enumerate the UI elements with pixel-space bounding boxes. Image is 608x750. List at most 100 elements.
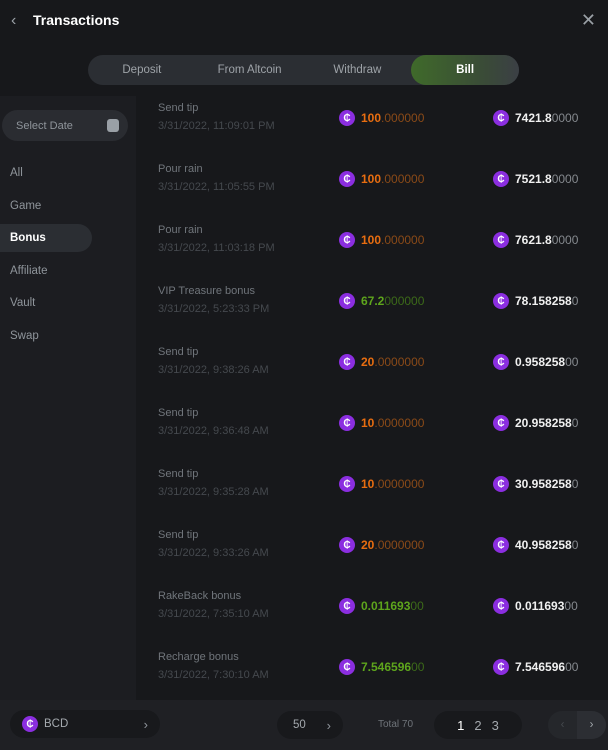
transaction-date: 3/31/2022, 7:30:10 AM <box>158 669 269 681</box>
transaction-balance: ₵ 20.958258 0 <box>493 415 578 431</box>
tab-bar: Deposit From Altcoin Withdraw Bill <box>88 55 519 85</box>
amount-main: 7.546596 <box>361 660 412 674</box>
select-date-input[interactable]: Select Date <box>2 110 128 141</box>
calendar-icon <box>107 119 119 132</box>
transaction-date: 3/31/2022, 11:03:18 PM <box>158 242 275 254</box>
sidebar-item-vault[interactable]: Vault <box>10 297 36 309</box>
bcd-coin-icon: ₵ <box>22 716 38 732</box>
transaction-title: Pour rain <box>158 224 203 236</box>
bcd-coin-icon: ₵ <box>493 171 509 187</box>
transaction-balance: ₵ 40.958258 0 <box>493 537 578 553</box>
amount-tail: .000000 <box>381 233 425 247</box>
next-page-button[interactable]: › <box>577 711 606 739</box>
balance-tail: 00 <box>565 660 579 674</box>
amount-main: 100 <box>361 111 382 125</box>
transaction-amount: ₵ 100.000000 <box>339 110 424 126</box>
bcd-coin-icon: ₵ <box>339 659 355 675</box>
transaction-row: Send tip 3/31/2022, 9:35:28 AM ₵ 10.00000… <box>136 462 608 523</box>
transaction-date: 3/31/2022, 7:35:10 AM <box>158 608 269 620</box>
balance-tail: 0000 <box>551 172 579 186</box>
transaction-title: Send tip <box>158 407 199 419</box>
balance-main: 0.958258 <box>515 355 566 369</box>
transaction-amount: ₵ 100.000000 <box>339 171 424 187</box>
amount-tail: .0000000 <box>374 477 425 491</box>
balance-main: 20.958258 <box>515 416 572 430</box>
sidebar-item-all[interactable]: All <box>10 167 23 179</box>
close-icon[interactable]: ✕ <box>580 10 596 30</box>
amount-tail: .0000000 <box>374 538 425 552</box>
tab-deposit[interactable]: Deposit <box>122 64 162 76</box>
bcd-coin-icon: ₵ <box>493 293 509 309</box>
page-nav: ‹ › <box>548 711 606 739</box>
sidebar-item-affiliate[interactable]: Affiliate <box>10 264 48 277</box>
bcd-coin-icon: ₵ <box>493 354 509 370</box>
bcd-coin-icon: ₵ <box>339 354 355 370</box>
transaction-amount: ₵ 67.2 000000 <box>339 293 424 309</box>
amount-tail: 00 <box>410 599 424 613</box>
transaction-balance: ₵ 30.958258 0 <box>493 476 578 492</box>
total-count: Total 70 <box>378 719 414 730</box>
prev-page-button[interactable]: ‹ <box>560 719 565 731</box>
transaction-date: 3/31/2022, 9:33:26 AM <box>158 547 269 559</box>
transaction-row: RakeBack bonus 3/31/2022, 7:35:10 AM ₵ 0.… <box>136 584 608 645</box>
balance-main: 7.546596 <box>515 660 566 674</box>
bcd-coin-icon: ₵ <box>339 598 355 614</box>
tab-bill[interactable]: Bill <box>411 55 519 85</box>
page-3-button[interactable]: 3 <box>491 717 499 733</box>
transaction-row: Send tip 3/31/2022, 11:09:01 PM ₵ 100.000… <box>136 96 608 157</box>
transaction-balance: ₵ 7.546596 00 <box>493 659 578 675</box>
transaction-amount: ₵ 7.546596 00 <box>339 659 424 675</box>
bcd-coin-icon: ₵ <box>493 598 509 614</box>
transaction-amount: ₵ 10.0000000 <box>339 415 424 431</box>
transaction-amount: ₵ 10.0000000 <box>339 476 424 492</box>
amount-main: 0.011693 <box>361 599 411 613</box>
amount-main: 20 <box>361 355 375 369</box>
balance-tail: 0 <box>571 538 579 552</box>
transaction-date: 3/31/2022, 11:09:01 PM <box>158 120 275 132</box>
transaction-row: Send tip 3/31/2022, 9:38:26 AM ₵ 20.00000… <box>136 340 608 401</box>
bcd-coin-icon: ₵ <box>493 659 509 675</box>
chevron-left-icon[interactable]: ‹ <box>11 12 17 29</box>
balance-tail: 0000 <box>551 233 579 247</box>
page-1-button[interactable]: 1 <box>457 717 465 733</box>
currency-select[interactable]: ₵ BCD › <box>10 710 160 738</box>
balance-main: 30.958258 <box>515 477 572 491</box>
transaction-title: VIP Treasure bonus <box>158 285 256 297</box>
amount-tail: .0000000 <box>374 416 425 430</box>
transaction-title: Send tip <box>158 346 199 358</box>
amount-main: 100 <box>361 172 382 186</box>
sidebar-item-game[interactable]: Game <box>10 199 42 212</box>
transaction-balance: ₵ 0.011693 00 <box>493 598 578 614</box>
transaction-balance: ₵ 7521.8 0000 <box>493 171 578 187</box>
select-date-placeholder: Select Date <box>16 119 73 132</box>
tab-withdraw[interactable]: Withdraw <box>333 64 382 76</box>
transaction-title: Send tip <box>158 529 199 541</box>
header: ‹ Transactions ✕ <box>0 0 608 42</box>
bcd-coin-icon: ₵ <box>493 110 509 126</box>
transaction-balance: ₵ 0.958258 00 <box>493 354 578 370</box>
amount-tail: 000000 <box>384 294 425 308</box>
transaction-title: Pour rain <box>158 163 203 175</box>
page-title: Transactions <box>33 12 120 28</box>
transaction-date: 3/31/2022, 5:23:33 PM <box>158 303 270 315</box>
bcd-coin-icon: ₵ <box>339 537 355 553</box>
transaction-row: Send tip 3/31/2022, 9:36:48 AM ₵ 10.00000… <box>136 401 608 462</box>
transaction-date: 3/31/2022, 11:05:55 PM <box>158 181 275 193</box>
bcd-coin-icon: ₵ <box>339 415 355 431</box>
bcd-coin-icon: ₵ <box>339 110 355 126</box>
page-size-select[interactable]: 50 › <box>277 711 343 739</box>
sidebar-item-swap[interactable]: Swap <box>10 329 39 342</box>
transaction-balance: ₵ 78.158258 0 <box>493 293 578 309</box>
sidebar: Select Date All Game Bonus Affiliate Vault Sw… <box>0 96 136 700</box>
tab-from-altcoin[interactable]: From Altcoin <box>217 64 282 76</box>
transaction-amount: ₵ 20.0000000 <box>339 537 424 553</box>
page-2-button[interactable]: 2 <box>474 717 482 733</box>
transaction-title: Send tip <box>158 468 199 480</box>
sidebar-item-bonus[interactable]: Bonus <box>0 224 92 252</box>
chevron-right-icon: › <box>143 716 148 732</box>
bcd-coin-icon: ₵ <box>339 171 355 187</box>
transaction-date: 3/31/2022, 9:38:26 AM <box>158 364 269 376</box>
transaction-title: Recharge bonus <box>158 651 239 663</box>
